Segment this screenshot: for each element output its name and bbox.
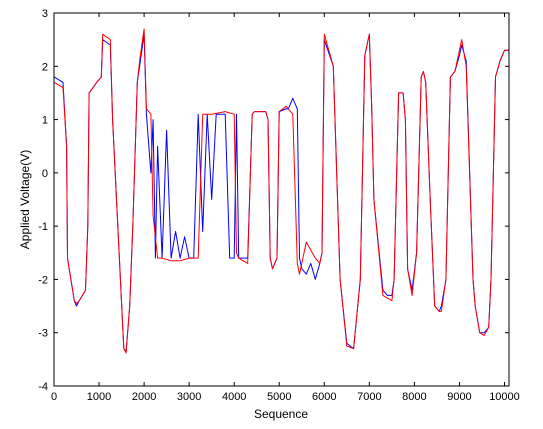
plot-frame	[53, 12, 510, 387]
series-layer	[53, 28, 509, 354]
x-tick-label: 3000	[177, 391, 201, 403]
x-tick-label: 6000	[312, 391, 336, 403]
y-axis-label: Applied Voltage(V)	[18, 150, 32, 249]
y-tick-label: -3	[38, 328, 48, 340]
x-axis-ticks: 0 1000 2000 3000 4000 5000 6000 7000 8000 9000 100…	[51, 13, 520, 403]
x-tick-label: 8000	[402, 391, 426, 403]
y-tick-label: -4	[38, 381, 48, 393]
plot-area	[54, 13, 509, 386]
x-tick-label: 2000	[132, 391, 156, 403]
y-tick-label: -2	[38, 274, 48, 286]
x-tick-label: 5000	[267, 391, 291, 403]
x-tick-label: 4000	[222, 391, 246, 403]
y-tick-label: 1	[42, 115, 48, 127]
x-tick-label: 7000	[357, 391, 381, 403]
x-tick-label: 9000	[447, 391, 471, 403]
y-tick-label: -1	[38, 221, 48, 233]
series-line-2	[53, 28, 509, 354]
x-tick-label: 1000	[87, 391, 111, 403]
y-tick-label: 2	[42, 61, 48, 73]
y-tick-label: 0	[42, 168, 48, 180]
x-axis-label: Sequence	[254, 407, 308, 421]
y-tick-label: 3	[42, 8, 48, 20]
x-tick-label: 0	[51, 391, 57, 403]
x-tick-label: 10000	[489, 391, 520, 403]
y-axis-ticks: -4 -3 -2 -1 0 1 2 3	[38, 8, 509, 393]
